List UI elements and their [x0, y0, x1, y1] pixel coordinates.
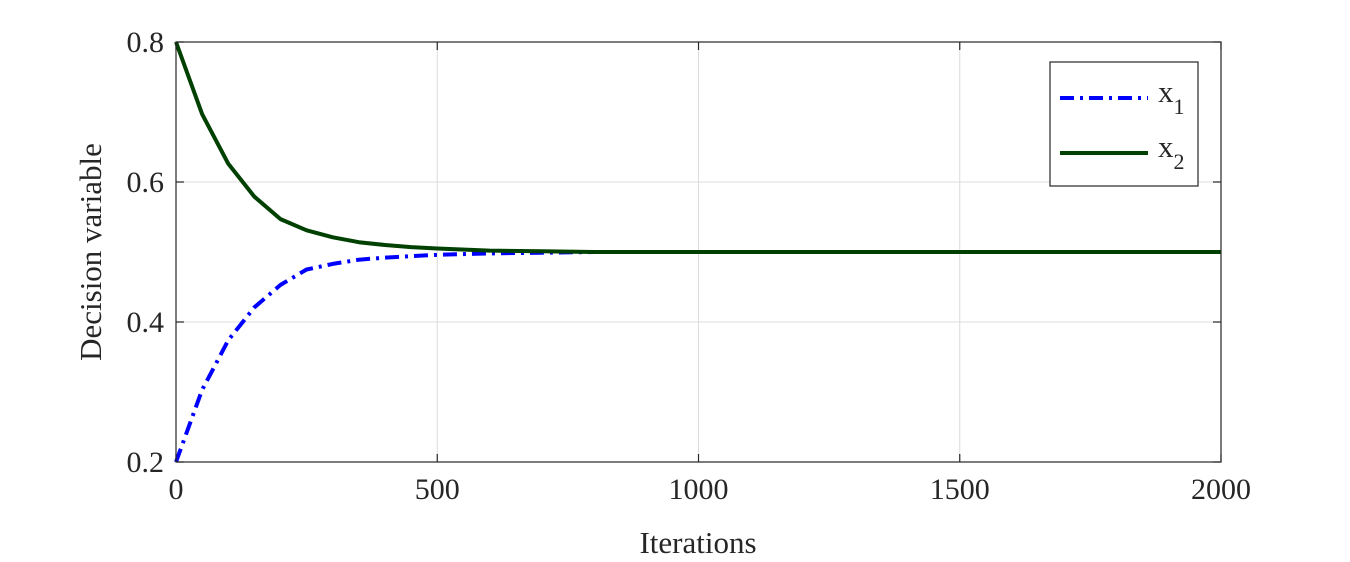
- legend: x1 x2: [1049, 61, 1199, 187]
- x-tick-label: 500: [415, 473, 460, 506]
- y-tick-label: 0.4: [127, 306, 165, 339]
- series-layer: [174, 41, 1221, 463]
- legend-label-x1-base: x: [1158, 74, 1174, 109]
- y-tick-label: 0.8: [127, 26, 165, 59]
- x-axis-label: Iterations: [639, 525, 756, 560]
- axis-ticks: [175, 41, 1222, 463]
- x-tick-label: 1500: [930, 473, 990, 506]
- legend-label-x2-base: x: [1158, 129, 1174, 164]
- y-tick-labels: 0.2 0.4 0.6 0.8: [127, 26, 165, 479]
- y-axis-label: Decision variable: [73, 143, 108, 361]
- y-tick-label: 0.6: [127, 166, 165, 199]
- x-tick-label: 1000: [669, 473, 729, 506]
- legend-label-x1-sub: 1: [1174, 94, 1185, 119]
- legend-box: [1049, 61, 1199, 187]
- series-line-x2: [174, 41, 1221, 254]
- x-tick-labels: 0 500 1000 1500 2000: [169, 473, 1252, 506]
- legend-label-x2-sub: 2: [1174, 149, 1185, 174]
- legend-label-x1: x1: [1158, 74, 1185, 119]
- x-tick-label: 0: [169, 473, 184, 506]
- x-tick-label: 2000: [1191, 473, 1251, 506]
- legend-label-x2: x2: [1158, 129, 1185, 174]
- y-tick-label: 0.2: [127, 446, 165, 479]
